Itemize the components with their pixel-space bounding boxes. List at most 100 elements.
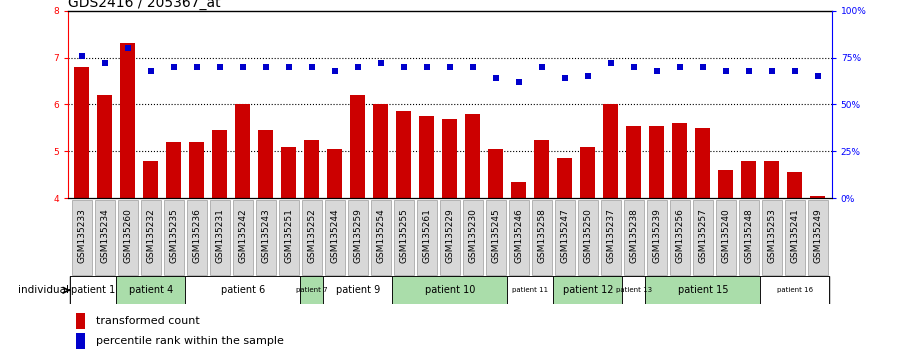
Bar bbox=[811, 196, 825, 198]
Text: GSM135250: GSM135250 bbox=[584, 208, 593, 263]
Bar bbox=[325, 200, 345, 275]
Bar bbox=[419, 116, 435, 198]
Point bbox=[327, 68, 342, 74]
Text: GSM135254: GSM135254 bbox=[376, 208, 385, 263]
Bar bbox=[210, 200, 230, 275]
Bar bbox=[645, 276, 761, 304]
Bar bbox=[117, 200, 138, 275]
Point bbox=[213, 64, 227, 70]
Bar bbox=[463, 200, 484, 275]
Bar bbox=[488, 149, 504, 198]
Point bbox=[305, 64, 319, 70]
Point bbox=[673, 64, 687, 70]
Bar bbox=[440, 200, 460, 275]
Bar bbox=[507, 276, 554, 304]
Point bbox=[166, 64, 181, 70]
Bar bbox=[601, 200, 621, 275]
Text: GSM135235: GSM135235 bbox=[169, 208, 178, 263]
Point bbox=[420, 64, 435, 70]
Text: GDS2416 / 205367_at: GDS2416 / 205367_at bbox=[68, 0, 221, 10]
Text: GSM135236: GSM135236 bbox=[193, 208, 202, 263]
Bar bbox=[554, 200, 575, 275]
Point bbox=[489, 75, 504, 81]
Bar bbox=[581, 147, 595, 198]
Bar bbox=[485, 200, 506, 275]
Bar bbox=[670, 200, 690, 275]
Text: patient 12: patient 12 bbox=[563, 285, 614, 295]
Bar bbox=[739, 200, 759, 275]
Bar bbox=[532, 200, 553, 275]
Point bbox=[695, 64, 710, 70]
Text: GSM135246: GSM135246 bbox=[514, 208, 524, 263]
Point bbox=[650, 68, 664, 74]
Text: GSM135259: GSM135259 bbox=[354, 208, 363, 263]
Bar bbox=[742, 161, 756, 198]
Point bbox=[512, 79, 526, 85]
Point bbox=[443, 64, 457, 70]
Bar bbox=[371, 200, 391, 275]
Bar bbox=[258, 130, 274, 198]
Text: GSM135247: GSM135247 bbox=[561, 208, 569, 263]
Text: GSM135242: GSM135242 bbox=[238, 208, 247, 263]
Text: GSM135244: GSM135244 bbox=[331, 208, 339, 263]
Point bbox=[604, 60, 618, 66]
Bar bbox=[761, 276, 829, 304]
Bar bbox=[233, 200, 254, 275]
Bar bbox=[144, 161, 158, 198]
Bar bbox=[393, 276, 507, 304]
Bar bbox=[787, 172, 803, 198]
Point bbox=[788, 68, 803, 74]
Bar bbox=[166, 142, 182, 198]
Bar bbox=[673, 123, 687, 198]
Point bbox=[374, 60, 388, 66]
Bar bbox=[185, 276, 301, 304]
Bar bbox=[512, 182, 526, 198]
Text: GSM135249: GSM135249 bbox=[814, 208, 823, 263]
Text: GSM135261: GSM135261 bbox=[423, 208, 432, 263]
Text: percentile rank within the sample: percentile rank within the sample bbox=[96, 336, 285, 346]
Text: patient 11: patient 11 bbox=[513, 287, 548, 293]
Bar bbox=[577, 200, 598, 275]
Point bbox=[465, 64, 480, 70]
Bar bbox=[695, 128, 711, 198]
Bar bbox=[95, 200, 115, 275]
Text: GSM135233: GSM135233 bbox=[77, 208, 86, 263]
Bar bbox=[554, 276, 623, 304]
Bar bbox=[718, 170, 734, 198]
Point bbox=[811, 74, 825, 79]
Text: GSM135243: GSM135243 bbox=[262, 208, 271, 263]
Bar bbox=[121, 44, 135, 198]
Text: GSM135238: GSM135238 bbox=[629, 208, 638, 263]
Bar bbox=[646, 200, 667, 275]
Text: transformed count: transformed count bbox=[96, 316, 200, 326]
Text: GSM135248: GSM135248 bbox=[744, 208, 754, 263]
Bar bbox=[164, 200, 185, 275]
Bar bbox=[75, 313, 85, 329]
Bar bbox=[75, 333, 85, 349]
Text: GSM135234: GSM135234 bbox=[101, 208, 109, 263]
Bar bbox=[649, 126, 664, 198]
Text: GSM135257: GSM135257 bbox=[698, 208, 707, 263]
Bar bbox=[509, 200, 529, 275]
Point bbox=[581, 74, 595, 79]
Text: GSM135232: GSM135232 bbox=[146, 208, 155, 263]
Point bbox=[97, 60, 112, 66]
Bar bbox=[327, 149, 343, 198]
Point bbox=[351, 64, 365, 70]
Text: GSM135252: GSM135252 bbox=[307, 208, 316, 263]
Bar bbox=[465, 114, 481, 198]
Point bbox=[558, 75, 573, 81]
Text: patient 4: patient 4 bbox=[129, 285, 173, 295]
Point bbox=[282, 64, 296, 70]
Point bbox=[534, 64, 549, 70]
Bar bbox=[279, 200, 299, 275]
Bar bbox=[416, 200, 437, 275]
Bar bbox=[534, 139, 549, 198]
Bar bbox=[305, 139, 319, 198]
Bar bbox=[351, 95, 365, 198]
Point bbox=[626, 64, 641, 70]
Bar bbox=[141, 200, 161, 275]
Bar bbox=[282, 147, 296, 198]
Bar bbox=[396, 112, 412, 198]
Bar bbox=[626, 126, 642, 198]
